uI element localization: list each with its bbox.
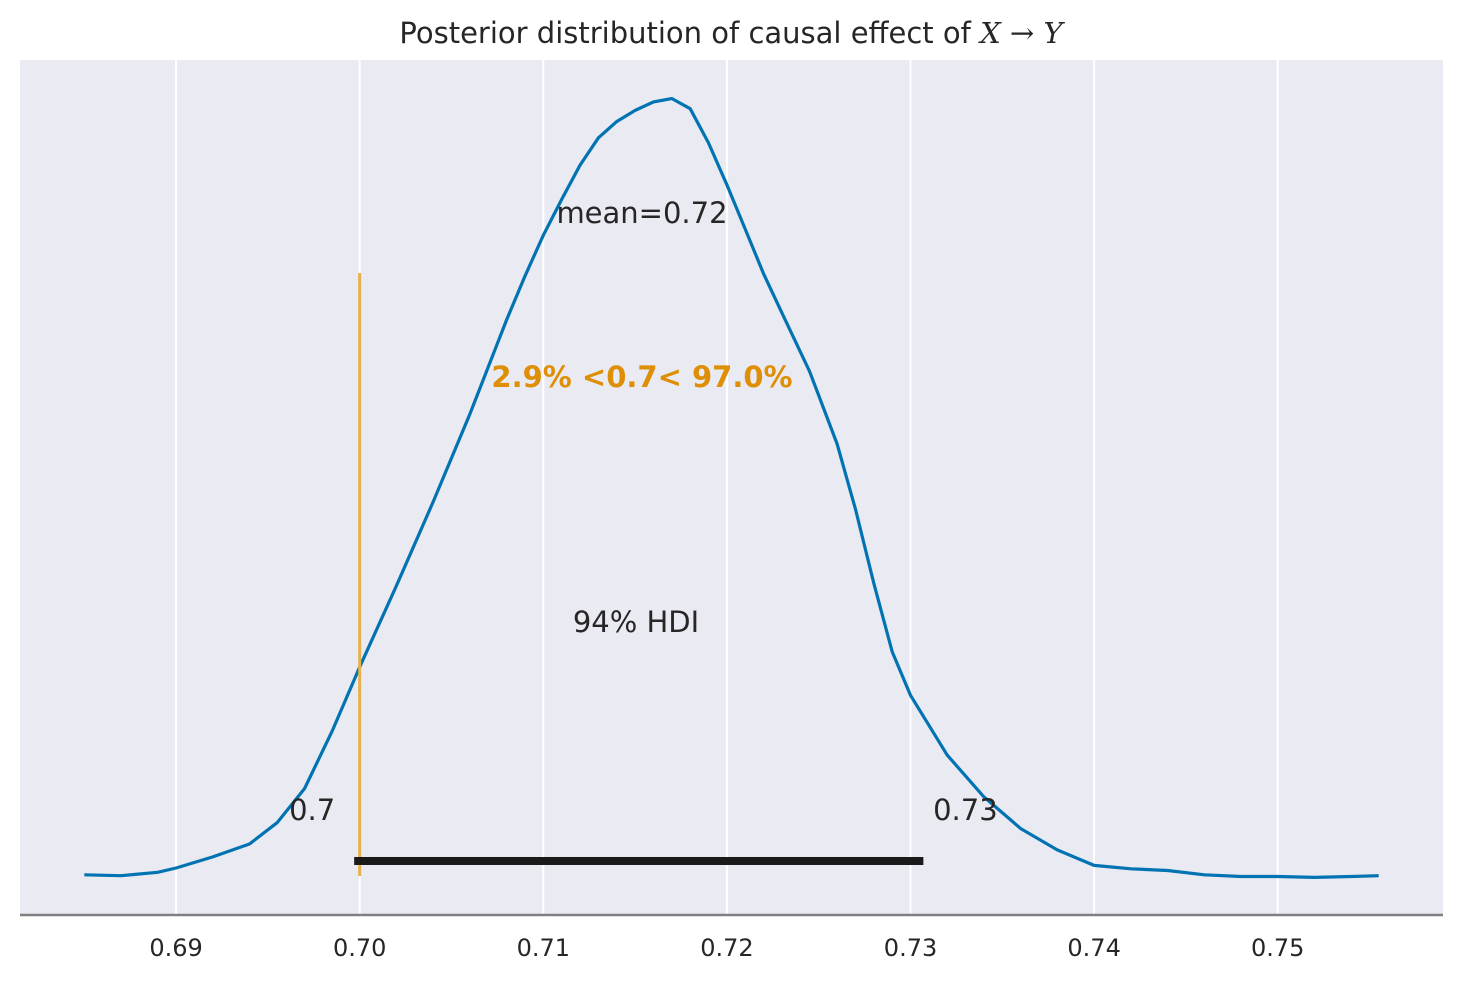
chart-title-text: Posterior distribution of causal effect … bbox=[399, 16, 980, 50]
plot-area bbox=[20, 60, 1443, 915]
x-tick-label: 0.75 bbox=[1251, 934, 1304, 962]
grid-lines bbox=[175, 60, 1279, 915]
x-tick-label: 0.70 bbox=[333, 934, 386, 962]
kde-line bbox=[84, 96, 1379, 880]
hdi-label: 94% HDI bbox=[573, 605, 699, 639]
hdi-high-label: 0.73 bbox=[933, 793, 998, 827]
mean-label: mean=0.72 bbox=[556, 196, 727, 230]
x-tick-label: 0.74 bbox=[1067, 934, 1120, 962]
x-tick-label: 0.73 bbox=[884, 934, 937, 962]
x-tick-label: 0.69 bbox=[149, 934, 202, 962]
x-axis-ticks: 0.69 0.70 0.71 0.72 0.73 0.74 0.75 bbox=[149, 934, 1304, 962]
hdi-low-label: 0.7 bbox=[289, 793, 335, 827]
reference-label: 2.9% <0.7< 97.0% bbox=[491, 360, 792, 394]
x-tick-label: 0.72 bbox=[700, 934, 753, 962]
chart-title-math: X → Y bbox=[978, 16, 1065, 50]
x-tick-label: 0.71 bbox=[517, 934, 570, 962]
chart-title: Posterior distribution of causal effect … bbox=[399, 16, 1065, 50]
